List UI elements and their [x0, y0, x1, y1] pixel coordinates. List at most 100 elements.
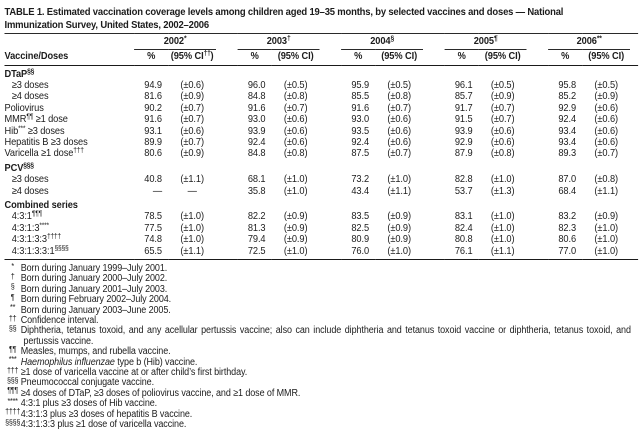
gap-cell [216, 148, 238, 159]
year-header-2003: 2003† [237, 33, 320, 50]
ci-value: (±1.0) [283, 174, 308, 186]
row-label: Poliovirus [4, 102, 44, 114]
table-row: 4:3:1¶¶¶ 78.5 (±1.0) 82.2 (±0.9) 83.5 (±0.9) 83… [5, 208, 639, 223]
pct-value: 84.8 [247, 91, 266, 103]
ci-value: (±1.0) [594, 234, 619, 246]
pct-value: 91.5 [454, 114, 473, 126]
pct-value: 82.8 [454, 174, 473, 186]
gap-cell [216, 91, 238, 102]
table-row: 4:3:1:3:3:1§§§§ 65.5 (±1.1) 72.5 (±1.0) 76.0(… [4, 243, 639, 260]
gap-cell [423, 80, 445, 91]
ci-value: (±0.7) [387, 148, 411, 160]
row-header-label: Vaccine/Doses [4, 49, 135, 66]
pct-value: 82.3 [558, 222, 577, 234]
footnote: ** Born during January 2003–June 2005. [5, 303, 631, 316]
gap-cell [423, 126, 445, 137]
footnote-marker: ¶¶ [9, 344, 17, 354]
footnote-marker: § [10, 282, 15, 292]
ci-value: (±0.7) [180, 136, 204, 148]
table-row: ≥3 doses 94.9 (±0.6) 96.0 (±0.5) 95.9 (±0.5) 96… [5, 80, 639, 91]
year-header-2004: 2004§ [341, 33, 424, 50]
superscript-marker: §§§§ [54, 243, 69, 253]
table-row: 4:3:1:3**** 77.5 (±1.0) 81.3 (±0.9) 82.5 (±0.9… [5, 220, 639, 234]
ci-value: (±1.0) [180, 234, 204, 246]
footnote: §§§§4:3:1:3:3 plus ≥1 dose of varicella … [5, 417, 631, 430]
pct-value: 77.0 [548, 245, 583, 260]
pct-value: 79.4 [247, 234, 266, 246]
table-title-line2: Immunization Survey, United States, 2002… [4, 18, 210, 31]
ci-value: (±0.9) [180, 91, 204, 103]
row-label: 4:3:1:3:3:1§§§§ [4, 243, 135, 260]
ci-value: (±0.5) [594, 79, 619, 91]
section-row: DTaP§§ [5, 65, 639, 80]
footnote-text: Confidence interval. [20, 315, 99, 327]
ci-value: (±0.6) [594, 114, 619, 126]
gap-cell [630, 114, 638, 125]
pct-value: 93.9 [454, 125, 473, 137]
gap-cell [320, 234, 342, 245]
gap-cell [527, 148, 549, 159]
row-label: 4:3:1:3**** [11, 220, 49, 234]
footnote: § Born during January 2001–July 2003. [5, 282, 631, 295]
gap-cell [423, 186, 445, 197]
ci-value: (±0.7) [387, 102, 411, 114]
superscript-marker: * [184, 33, 187, 43]
ci-value: (±1.1) [168, 245, 217, 260]
ci-value: (±0.8) [387, 91, 411, 103]
ci-value: (±0.9) [387, 234, 411, 246]
gap-cell [423, 234, 445, 245]
table-row: Poliovirus 90.2 (±0.7) 91.6 (±0.7) 91.6 (±0.7)… [5, 103, 639, 114]
footnote-text: ≥1 dose of varicella vaccine at or after… [20, 367, 248, 379]
gap-cell [527, 211, 549, 222]
pct-value: 93.4 [558, 136, 577, 148]
pct-value: 96.1 [454, 79, 473, 91]
gap-cell [423, 211, 445, 222]
gap-cell [216, 137, 238, 148]
gap-cell [527, 234, 549, 245]
footnote: ¶¶¶ ≥4 doses of DTaP, ≥3 doses of poliovi… [5, 386, 631, 399]
ci-value: (±0.6) [490, 136, 515, 148]
pct-value: 94.9 [144, 79, 162, 91]
row-label: Varicella ≥1 dose††† [4, 145, 85, 160]
gap-cell [216, 186, 238, 197]
gap-cell [320, 103, 342, 114]
ci-value: (±1.1) [180, 174, 204, 186]
pct-value: 82.4 [454, 222, 473, 234]
table-row: ≥4 doses 81.6 (±0.9) 84.8 (±0.8) 85.5 (±0.8) 85… [5, 91, 639, 102]
pct-value: 87.0 [558, 174, 577, 186]
pct-value: 76.0 [341, 245, 376, 260]
row-label: 4:3:1¶¶¶ [11, 208, 43, 223]
ci-value: (±0.5) [490, 79, 515, 91]
ci-value: (±0.9) [180, 148, 204, 160]
ci-value: (±0.6) [387, 114, 411, 126]
footnote: §§§ Pneumococcal conjugate vaccine. [5, 376, 631, 388]
gap-cell [630, 174, 638, 185]
gap-cell [320, 148, 342, 159]
ci-value: (±1.0) [490, 211, 515, 223]
pct-value: 91.6 [351, 102, 370, 114]
footnote-marker: §§§§ [5, 417, 21, 427]
ci-value: (±0.8) [490, 148, 515, 160]
footnote-marker: *** [8, 355, 17, 365]
gap-cell [423, 33, 445, 50]
col-header-pct-2003: % [237, 49, 272, 66]
gap-cell [216, 223, 238, 234]
pct-value: 93.0 [351, 114, 370, 126]
gap-cell [630, 245, 639, 260]
pct-value: 95.8 [558, 79, 577, 91]
gap-cell [320, 186, 342, 197]
footnote-marker: ** [10, 303, 16, 313]
ci-value: (±0.9) [594, 211, 619, 223]
superscript-marker: † [286, 33, 291, 43]
footnote-marker: **** [7, 396, 18, 406]
ci-value: (±0.7) [180, 102, 204, 114]
pct-value: 92.4 [351, 136, 370, 148]
footnote-marker: ¶¶¶ [7, 386, 18, 396]
pct-value: 78.5 [144, 211, 162, 223]
ci-value: (±0.6) [490, 125, 515, 137]
pct-value: 80.6 [558, 234, 577, 246]
footnote-text: Born during February 2002–July 2004. [20, 294, 172, 306]
gap-cell [319, 49, 342, 66]
ci-value: (±0.5) [283, 79, 308, 91]
footnote-text: 4:3:1:3 plus ≥3 doses of hepatitis B vac… [20, 408, 193, 420]
